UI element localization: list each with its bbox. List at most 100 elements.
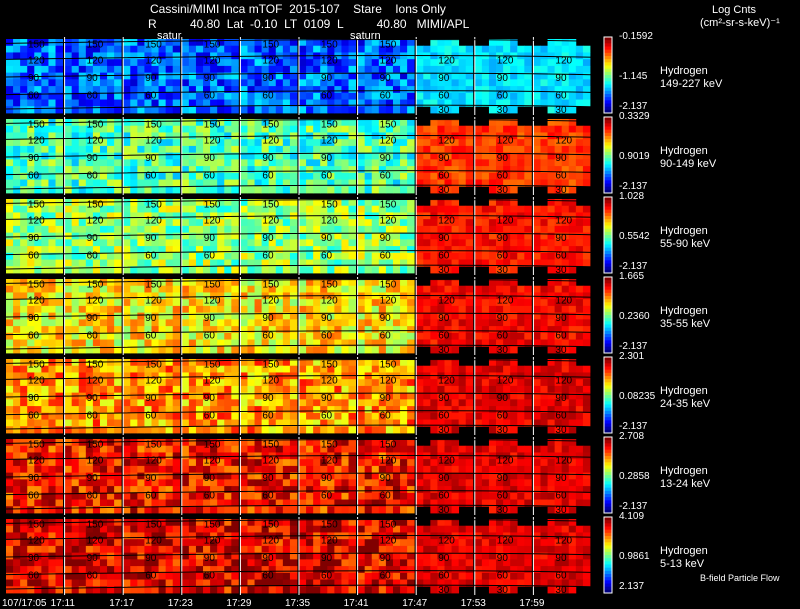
heatmap-pixel — [41, 172, 49, 180]
heatmap-pixel — [64, 239, 73, 247]
heatmap-pixel — [55, 145, 63, 154]
heatmap-pixel — [524, 399, 532, 407]
heatmap-pixel — [188, 166, 197, 174]
heatmap-pixel — [378, 299, 387, 307]
colorbar-segment — [604, 244, 612, 249]
heatmap-pixel — [268, 205, 277, 213]
heatmap-pixel — [217, 406, 225, 414]
heatmap-pixel — [217, 52, 225, 60]
heatmap-pixel — [99, 259, 108, 267]
heatmap-pixel — [261, 179, 270, 187]
heatmap-pixel — [474, 145, 483, 154]
heatmap-pixel — [488, 312, 497, 320]
heatmap-pixel — [430, 219, 438, 227]
heatmap-pixel — [130, 439, 138, 447]
heatmap-pixel — [210, 125, 218, 133]
heatmap-pixel — [13, 152, 21, 160]
heatmap-pixel — [524, 65, 532, 74]
heatmap-pixel — [496, 359, 504, 367]
heatmap-pixel — [503, 186, 511, 194]
heatmap-pixel — [203, 199, 211, 207]
contour-label: 120 — [262, 215, 279, 226]
heatmap-pixel — [240, 339, 248, 347]
heatmap-pixel — [378, 79, 387, 87]
heatmap-pixel — [195, 119, 204, 127]
heatmap-pixel — [503, 332, 511, 340]
heatmap-pixel — [503, 166, 511, 174]
heatmap-pixel — [203, 145, 211, 154]
heatmap-pixel — [107, 312, 115, 320]
heatmap-pixel — [114, 79, 122, 87]
heatmap-pixel — [524, 99, 532, 107]
heatmap-pixel — [400, 139, 408, 147]
heatmap-pixel — [568, 86, 577, 94]
contour-label: 90 — [28, 153, 40, 164]
heatmap-pixel — [203, 205, 211, 213]
heatmap-pixel — [203, 59, 211, 67]
heatmap-pixel — [423, 239, 431, 247]
heatmap-pixel — [99, 406, 108, 414]
heatmap-pixel — [568, 119, 577, 127]
heatmap-pixel — [210, 299, 218, 307]
heatmap-pixel — [107, 252, 115, 260]
heatmap-pixel — [210, 252, 218, 260]
heatmap-pixel — [503, 99, 511, 107]
heatmap-pixel — [392, 166, 401, 174]
heatmap-pixel — [123, 45, 131, 53]
heatmap-pixel — [144, 379, 152, 387]
heatmap-pixel — [27, 65, 35, 74]
heatmap-pixel — [444, 119, 452, 127]
heatmap-pixel — [568, 232, 577, 240]
heatmap-pixel — [151, 179, 159, 187]
colorbar-segment — [604, 43, 612, 47]
heatmap-pixel — [114, 439, 122, 447]
heatmap-pixel — [554, 292, 563, 300]
heatmap-pixel — [289, 65, 298, 74]
heatmap-pixel — [451, 219, 460, 227]
colorbar-units: (cm²-sr-s-keV)⁻¹ — [700, 17, 780, 29]
heatmap-pixel — [320, 119, 328, 127]
heatmap-pixel — [275, 186, 284, 194]
heatmap-pixel — [20, 65, 28, 74]
heatmap-pixel — [181, 79, 190, 87]
heatmap-pixel — [488, 125, 497, 133]
heatmap-pixel — [299, 332, 307, 340]
heatmap-pixel — [130, 119, 138, 127]
heatmap-pixel — [400, 426, 408, 434]
heatmap-pixel — [320, 219, 328, 227]
heatmap-pixel — [6, 346, 14, 354]
heatmap-pixel — [114, 125, 122, 133]
heatmap-pixel — [261, 346, 270, 354]
heatmap-pixel — [172, 305, 181, 314]
heatmap-pixel — [64, 445, 73, 453]
contour-label: 150 — [321, 359, 338, 370]
heatmap-pixel — [400, 359, 408, 367]
heatmap-pixel — [6, 79, 14, 87]
heatmap-pixel — [299, 399, 307, 407]
heatmap-pixel — [41, 179, 49, 187]
heatmap-pixel — [188, 86, 197, 94]
heatmap-pixel — [181, 266, 190, 274]
heatmap-pixel — [64, 419, 73, 427]
heatmap-pixel — [99, 159, 108, 167]
heatmap-pixel — [313, 319, 321, 327]
heatmap-pixel — [392, 186, 401, 194]
heatmap-pixel — [400, 385, 408, 394]
heatmap-pixel — [217, 246, 225, 254]
heatmap-pixel — [407, 379, 415, 387]
heatmap-pixel — [503, 92, 511, 100]
heatmap-pixel — [437, 392, 445, 400]
heatmap-pixel — [203, 79, 211, 87]
heatmap-pixel — [561, 145, 570, 154]
heatmap-pixel — [465, 79, 474, 87]
heatmap-pixel — [357, 166, 366, 174]
heatmap-pixel — [92, 59, 101, 67]
heatmap-pixel — [407, 406, 415, 414]
heatmap-pixel — [378, 39, 387, 47]
heatmap-pixel — [137, 479, 145, 487]
heatmap-pixel — [474, 92, 483, 100]
heatmap-pixel — [306, 79, 314, 87]
heatmap-pixel — [385, 246, 394, 254]
heatmap-pixel — [158, 365, 167, 373]
heatmap-pixel — [13, 205, 21, 213]
